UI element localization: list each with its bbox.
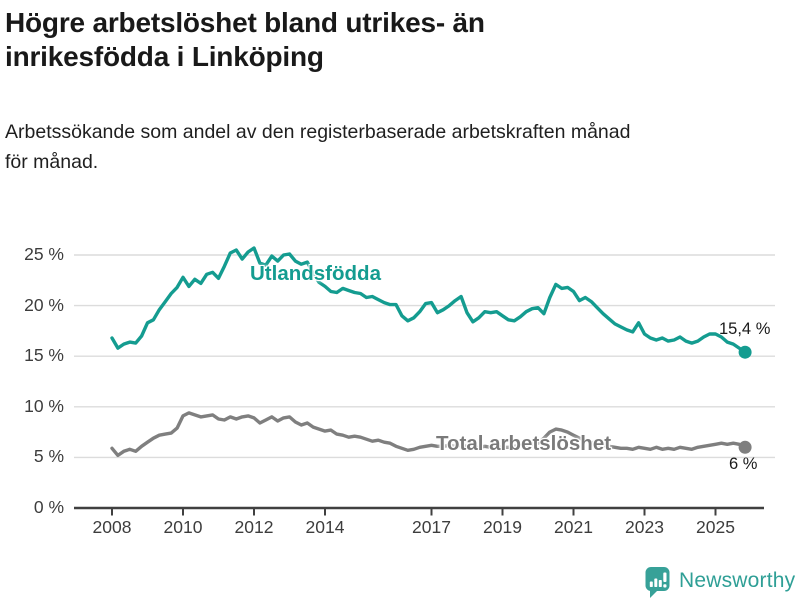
series-label-total-arbetsloshet: Total arbetslöshet: [436, 432, 612, 455]
x-tick-label: 2012: [234, 517, 274, 537]
series-label-utlandsfodda: Utlandsfödda: [250, 262, 381, 285]
subtitle-line-1: Arbetssökande som andel av den registerb…: [5, 121, 631, 143]
x-tick-label: 2019: [483, 517, 522, 537]
x-tick-label: 2021: [554, 517, 593, 537]
y-tick-label: 25 %: [24, 244, 64, 265]
y-tick-label: 10 %: [24, 395, 64, 416]
series-line: [110, 411, 747, 458]
newsworthy-logo-icon: [645, 567, 670, 598]
series-line: [110, 246, 747, 354]
x-tick-label: 2023: [625, 517, 664, 537]
y-tick-label: 20 %: [24, 294, 64, 315]
x-tick-label: 2010: [163, 517, 203, 537]
series-end-dot: [738, 440, 752, 454]
x-tick-label: 2017: [412, 517, 451, 537]
title-line-1: Högre arbetslöshet bland utrikes- än: [5, 7, 485, 38]
page-title: Högre arbetslöshet bland utrikes- än inr…: [5, 6, 785, 74]
series-end-dot: [738, 345, 752, 359]
x-tick-label: 2025: [696, 517, 735, 537]
newsworthy-logo-text: Newsworthy: [679, 569, 796, 592]
x-tick-label: 2014: [305, 517, 345, 537]
y-tick-label: 0 %: [33, 497, 64, 517]
end-value-label-total: 6 %: [729, 455, 758, 473]
end-value-label-utlandsfodda: 15,4 %: [719, 320, 771, 338]
newsworthy-logo: Newsworthy: [645, 566, 795, 599]
title-line-2: inrikesfödda i Linköping: [5, 41, 324, 72]
y-tick-label: 15 %: [24, 345, 64, 366]
x-tick-label: 2008: [92, 517, 132, 537]
subtitle-line-2: för månad.: [5, 151, 99, 173]
y-tick-label: 5 %: [33, 446, 64, 467]
chart-subtitle: Arbetssökande som andel av den registerb…: [5, 117, 785, 177]
